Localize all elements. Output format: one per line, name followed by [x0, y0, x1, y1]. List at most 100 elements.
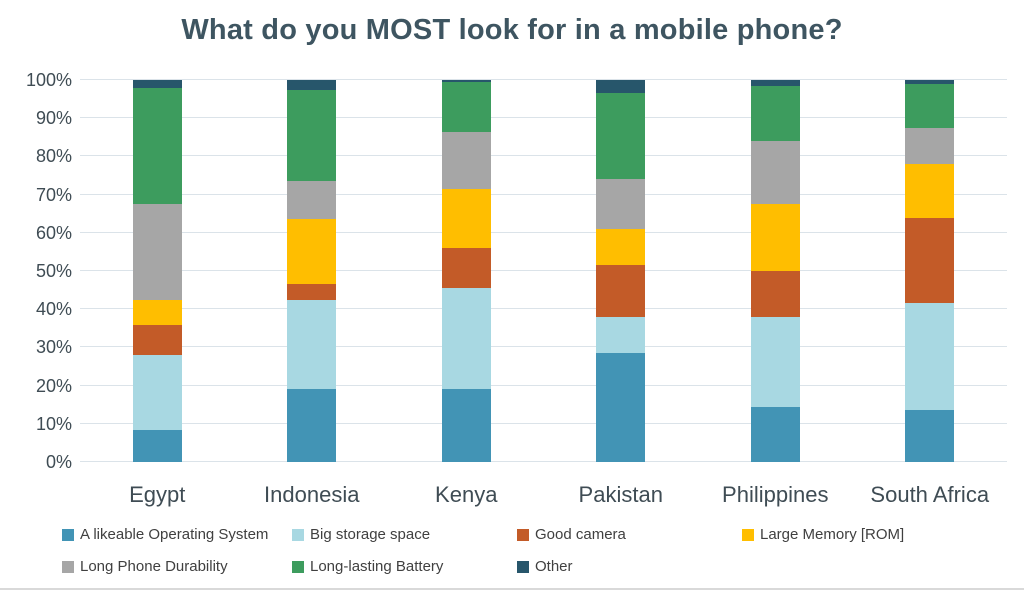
y-tick-label: 10% [35, 413, 72, 434]
bar-segment [596, 229, 646, 266]
gridline [80, 231, 1007, 233]
y-tick-label: 50% [35, 261, 72, 281]
bar-segment [596, 93, 646, 180]
gridline [80, 308, 1007, 310]
gridline [80, 270, 1007, 271]
bar-segment [132, 324, 182, 356]
y-tick-label: 90% [35, 108, 72, 129]
legend-label: Big storage space [310, 526, 431, 543]
gridline [80, 79, 1007, 80]
y-axis: 0% 10% 20% 30% 40% 50% 60% 70% 80% 90% 100% [0, 71, 72, 471]
legend-swatch [742, 529, 754, 541]
bar-indonesia [287, 80, 337, 462]
gridline [80, 346, 1007, 348]
legend-item: Good camera [517, 527, 626, 543]
gridline [80, 117, 1007, 119]
legend-label: Other [535, 558, 573, 575]
bar-segment [750, 141, 800, 205]
bar-segment [287, 89, 337, 182]
bar-segment [441, 81, 491, 132]
y-tick-label: 20% [35, 375, 72, 396]
bar-segment [132, 80, 182, 88]
bar-segment [905, 80, 955, 84]
x-axis-label: South Africa [870, 482, 990, 507]
legend-swatch [62, 561, 74, 573]
bar-segment [441, 131, 491, 189]
legend-item: Long Phone Durability [62, 559, 228, 575]
bar-segment [287, 284, 337, 300]
legend-swatch [517, 561, 529, 573]
bar-segment [905, 303, 955, 411]
x-axis-label: Philippines [722, 482, 829, 507]
bar-segment [750, 271, 800, 317]
legend-label: Long-lasting Battery [310, 558, 444, 575]
bar-pakistan [596, 80, 646, 462]
bar-segment [596, 179, 646, 230]
bar-egypt [132, 80, 182, 462]
bar-segment [596, 265, 646, 317]
bar-segment [287, 219, 337, 285]
legend-swatch [292, 529, 304, 541]
bar-segment [905, 410, 955, 462]
bar-kenya [441, 80, 491, 462]
gridline [80, 422, 1007, 424]
legend-label: Good camera [535, 526, 626, 543]
bar-segment [905, 217, 955, 304]
bar-segment [596, 316, 646, 354]
legend-item: Large Memory [ROM] [742, 527, 904, 543]
y-tick-label: 100% [25, 70, 72, 90]
bar-segment [596, 80, 646, 94]
bar-segment [287, 80, 337, 90]
bar-segment [132, 429, 182, 462]
gridline [80, 384, 1007, 386]
bar-segment [750, 85, 800, 142]
legend-swatch [517, 529, 529, 541]
bar-segment [750, 204, 800, 272]
y-tick-label: 70% [35, 184, 72, 205]
x-axis: Egypt Indonesia Kenya Pakistan Philippines So… [80, 482, 1007, 512]
legend-item: A likeable Operating System [62, 527, 268, 543]
gridline [80, 193, 1007, 195]
y-tick-label: 30% [35, 337, 72, 358]
bar-segment [750, 406, 800, 462]
legend-swatch [62, 529, 74, 541]
bar-segment [287, 181, 337, 220]
x-axis-label: Pakistan [578, 482, 663, 507]
legend-label: A likeable Operating System [80, 526, 269, 543]
bar-segment [287, 389, 337, 462]
legend-swatch [292, 561, 304, 573]
chart-border-bottom [0, 588, 1024, 590]
gridline [80, 461, 1007, 462]
legend-item: Big storage space [292, 527, 430, 543]
x-axis-label: Indonesia [264, 482, 360, 507]
gridline [80, 155, 1007, 157]
legend-label: Large Memory [ROM] [760, 526, 905, 543]
y-tick-label: 80% [35, 146, 72, 167]
bar-segment [132, 87, 182, 205]
bar-segment [441, 80, 491, 82]
bar-segment [441, 248, 491, 289]
legend-item: Long-lasting Battery [292, 559, 443, 575]
legend-label: Long Phone Durability [80, 558, 228, 575]
bar-segment [441, 288, 491, 390]
bar-segment [596, 353, 646, 462]
y-tick-label: 40% [35, 299, 72, 320]
bar-segment [132, 204, 182, 300]
plot-area [80, 79, 1007, 462]
x-axis-label: Kenya [435, 482, 498, 507]
bar-segment [905, 83, 955, 128]
legend-item: Other [517, 559, 573, 575]
y-tick-label: 0% [45, 452, 72, 472]
bar-segment [441, 188, 491, 249]
bar-segment [750, 316, 800, 407]
bar-segment [287, 299, 337, 390]
y-tick-label: 60% [35, 222, 72, 243]
bar-segment [441, 389, 491, 462]
bar-segment [750, 80, 800, 86]
bar-philippines [750, 80, 800, 462]
bar-segment [132, 355, 182, 430]
chart-title: What do you MOST look for in a mobile ph… [181, 14, 843, 46]
bar-segment [132, 299, 182, 325]
x-axis-label: Egypt [129, 482, 186, 507]
